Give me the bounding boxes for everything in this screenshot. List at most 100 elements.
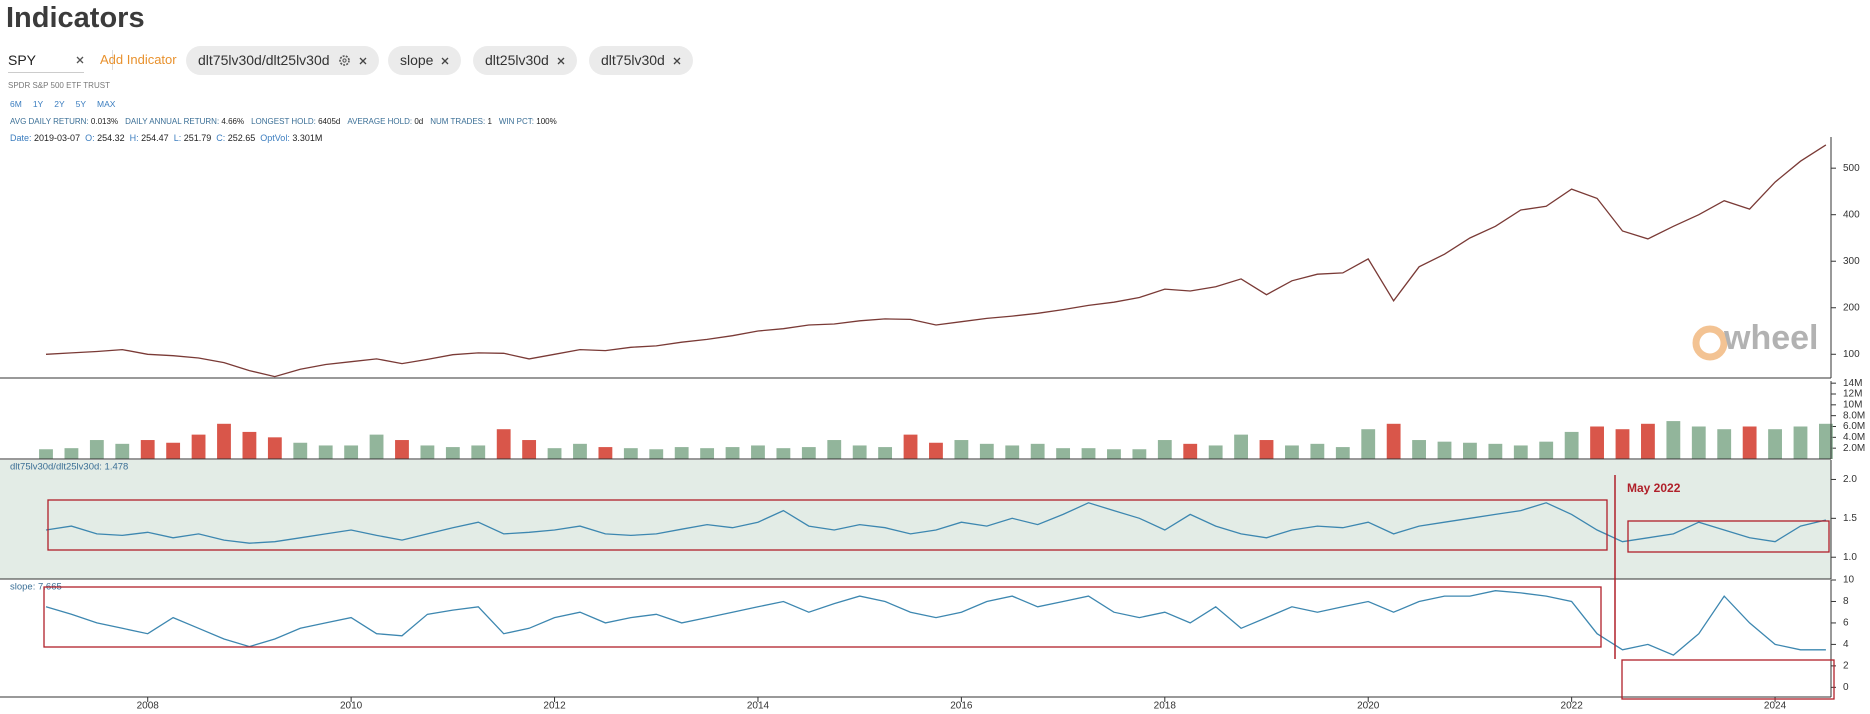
volume-bar [1285,445,1299,459]
volume-bar [1234,434,1248,459]
quote-value: 254.47 [141,133,169,143]
volume-bar [1081,448,1096,459]
quote-value: 251.79 [183,133,212,143]
volume-bar [217,423,231,459]
quote-label: Date: [10,133,32,143]
instrument-name: SPDR S&P 500 ETF TRUST [8,81,110,90]
x-tick-label: 2018 [1154,701,1177,712]
volume-bar [1717,429,1732,459]
stats-label: DAILY ANNUAL RETURN: [125,117,220,126]
y-tick-label: 2.0M [1843,443,1865,454]
stats-value: 100% [536,117,557,126]
annotation-box [43,586,1602,648]
indicator-chip[interactable]: dlt75lv30d [589,46,693,75]
line [45,590,1826,656]
y-tick-label: 4 [1843,639,1849,650]
volume-bar [954,440,969,459]
stats-item: NUM TRADES: 1 [430,117,492,126]
y-tick-label: 4.0M [1843,432,1865,443]
range-button[interactable]: MAX [97,99,116,109]
stats-value: 0.013% [90,117,119,126]
y-tick-label: 200 [1843,302,1860,313]
volume-bar [751,445,765,459]
volume-bar [1157,440,1172,459]
volume-bar [1259,440,1274,459]
volume-bar [39,449,53,459]
clear-icon[interactable] [76,56,84,64]
stats-value: 1 [487,117,492,126]
panel-background [0,460,1831,579]
volume-bar [801,447,816,459]
x-tick-label: 2008 [137,701,160,712]
range-button[interactable]: 6M [10,99,22,109]
y-tick-label: 8 [1843,596,1849,607]
x-tick-label: 2022 [1561,701,1584,712]
x-tick-label: 2014 [747,701,770,712]
quote-value: 3.301M [292,133,323,143]
volume-bar [1335,447,1350,459]
y-tick-label: 1.5 [1843,513,1857,524]
quote-label: H: [129,133,139,143]
range-button[interactable]: 5Y [75,99,87,109]
volume-bar [1768,429,1782,459]
volume-bar [1691,426,1706,459]
volume-bar [1107,449,1121,459]
indicator-chip[interactable]: dlt75lv30d/dlt25lv30d [186,46,379,75]
y-tick-label: 6 [1843,618,1849,629]
annotation-box [47,499,1608,551]
x-tick-label: 2012 [543,701,566,712]
remove-icon[interactable] [673,57,681,65]
volume-bar [369,434,384,459]
volume-bar [522,440,537,459]
stats-value: 4.66% [221,117,245,126]
range-buttons: 6M 1Y 2Y 5Y MAX [10,99,115,109]
stats-item: AVERAGE HOLD: 0d [347,117,423,126]
volume-bar [1615,429,1630,459]
range-button[interactable]: 1Y [32,99,44,109]
volume-bar [598,447,613,459]
chip-label: dlt25lv30d [485,52,549,68]
quote-item: OptVol: 3.301M [260,133,322,143]
volume-bar [496,429,511,459]
quote-value: 254.32 [97,133,125,143]
indicator-chip[interactable]: dlt25lv30d [473,46,577,75]
volume-bar [344,445,359,459]
volume-bar [115,443,130,459]
volume-bar [166,442,181,459]
volume-bar [1590,426,1604,459]
plot-layer: 1002003004005002.0M4.0M6.0M8.0M10M12M14M… [0,137,1865,712]
stats-label: WIN PCT: [498,117,535,126]
volume-bar [1386,423,1401,459]
remove-icon[interactable] [557,57,565,65]
y-tick-label: 10M [1843,399,1862,410]
volume-bar [1666,421,1681,459]
stats-item: WIN PCT: 100% [499,117,557,126]
volume-bar [649,449,664,459]
y-tick-label: 2 [1843,661,1849,672]
quote-item: L: 251.79 [174,133,212,143]
remove-icon[interactable] [441,57,449,65]
volume-bar [1539,441,1554,459]
y-tick-label: 400 [1843,209,1860,220]
volume-bar [929,442,943,459]
quote-item: O: 254.32 [85,133,125,143]
indicator-chip[interactable]: slope [388,46,462,75]
volume-bar [242,431,257,459]
stats-label: NUM TRADES: [430,117,486,126]
volume-bar [1208,445,1223,459]
volume-bar [191,434,206,459]
y-tick-label: 300 [1843,256,1860,267]
separator [112,50,113,70]
add-indicator[interactable]: Add Indicator [100,52,177,67]
range-button[interactable]: 2Y [54,99,65,109]
stats-value: 6405d [318,117,341,126]
symbol-input[interactable]: SPY [8,48,84,73]
volume-bar [1030,443,1045,459]
annotation-box [1621,659,1835,700]
volume-bar [1361,429,1376,459]
settings-icon[interactable] [338,54,351,67]
quote: Date: 2019-03-07 O: 254.32 H: 254.47 L: 251… [10,133,322,143]
remove-icon[interactable] [359,57,367,65]
